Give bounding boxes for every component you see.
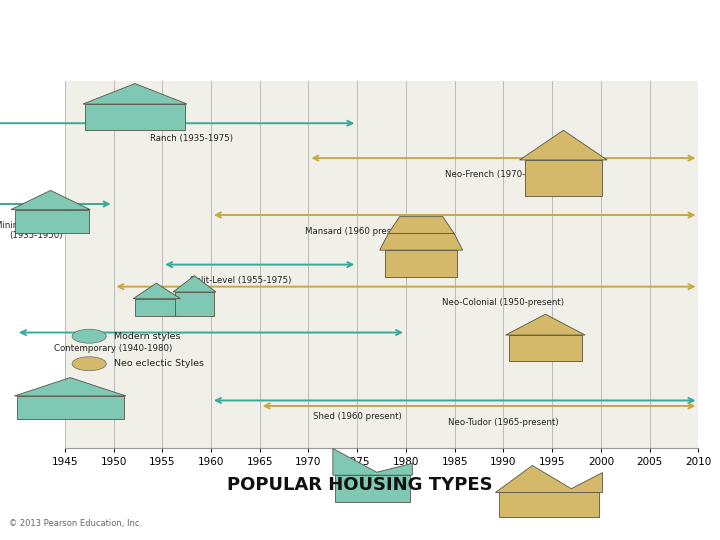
- Polygon shape: [173, 275, 216, 292]
- Ellipse shape: [72, 357, 107, 371]
- Polygon shape: [379, 233, 463, 250]
- Ellipse shape: [72, 329, 107, 343]
- Polygon shape: [135, 299, 179, 316]
- Polygon shape: [174, 292, 215, 316]
- Text: Ranch (1935-1975): Ranch (1935-1975): [150, 134, 233, 143]
- Polygon shape: [17, 396, 124, 419]
- Polygon shape: [83, 84, 187, 104]
- Text: Split-Level (1955-1975): Split-Level (1955-1975): [189, 276, 291, 285]
- Text: Neo-Colonial (1950-present): Neo-Colonial (1950-present): [443, 299, 564, 307]
- Polygon shape: [133, 283, 181, 299]
- Polygon shape: [85, 104, 185, 130]
- X-axis label: Year: Year: [369, 473, 395, 486]
- Polygon shape: [11, 191, 90, 210]
- Polygon shape: [499, 492, 599, 517]
- Polygon shape: [520, 130, 607, 160]
- Polygon shape: [388, 217, 454, 233]
- Text: 4.5 Folk and Popular Food Preferences: 4.5 Folk and Popular Food Preferences: [9, 22, 495, 42]
- Polygon shape: [495, 465, 603, 492]
- Text: POPULAR HOUSING TYPES: POPULAR HOUSING TYPES: [228, 476, 492, 495]
- Text: Minimal Traditional
(1935-1950): Minimal Traditional (1935-1950): [0, 220, 76, 240]
- Polygon shape: [505, 314, 585, 335]
- Polygon shape: [333, 448, 413, 475]
- Text: Neo-French (1970-present): Neo-French (1970-present): [445, 170, 562, 179]
- Text: Neo eclectic Styles: Neo eclectic Styles: [114, 359, 204, 368]
- Polygon shape: [509, 335, 582, 361]
- Text: Shed (1960 present): Shed (1960 present): [313, 412, 402, 421]
- Text: Neo-Tudor (1965-present): Neo-Tudor (1965-present): [448, 418, 559, 427]
- Polygon shape: [385, 250, 457, 277]
- Polygon shape: [524, 160, 602, 195]
- Text: Contemporary (1940-1980): Contemporary (1940-1980): [55, 343, 173, 353]
- Polygon shape: [14, 377, 126, 396]
- Polygon shape: [336, 475, 410, 502]
- Polygon shape: [15, 210, 89, 233]
- Text: Mansard (1960 present): Mansard (1960 present): [305, 227, 409, 236]
- Text: Modern styles: Modern styles: [114, 332, 180, 341]
- Text: © 2013 Pearson Education, Inc.: © 2013 Pearson Education, Inc.: [9, 519, 142, 528]
